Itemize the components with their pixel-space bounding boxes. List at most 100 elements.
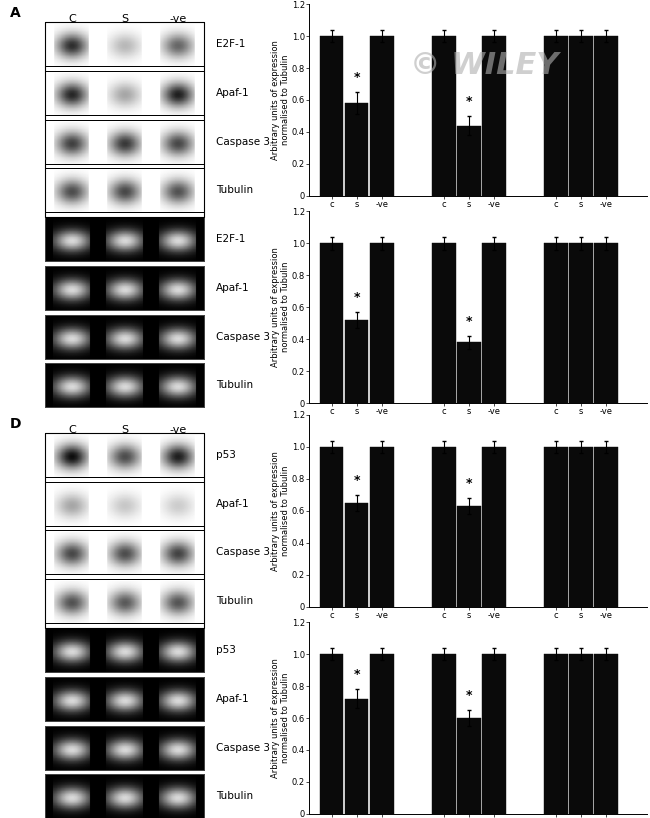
Bar (46, 482, 204, 526)
Bar (46, 775, 204, 818)
Bar (46, 676, 204, 721)
Bar (482, 447, 506, 607)
Bar (46, 579, 204, 623)
Text: E2F-1: E2F-1 (342, 234, 371, 245)
Bar (544, 243, 567, 403)
Bar (46, 71, 204, 115)
Bar (46, 315, 204, 358)
Bar (46, 71, 204, 115)
Text: -ve: -ve (169, 425, 187, 435)
Bar (46, 169, 204, 213)
Text: S: S (121, 14, 128, 24)
Bar (482, 654, 506, 814)
Y-axis label: Arbitrary units of expression
normalised to Tubulin: Arbitrary units of expression normalised… (271, 451, 291, 571)
Text: *: * (354, 71, 360, 84)
Bar (46, 315, 204, 358)
Text: *: * (465, 689, 472, 702)
Bar (46, 433, 204, 628)
Text: p53: p53 (216, 645, 236, 655)
Text: Tubulin: Tubulin (216, 791, 254, 802)
Bar (46, 22, 204, 66)
Text: Tubulin: Tubulin (216, 380, 254, 390)
Text: C: C (68, 425, 76, 435)
Text: Caspase 3: Caspase 3 (216, 743, 270, 753)
Bar (46, 363, 204, 407)
Bar (46, 363, 204, 407)
Bar (320, 447, 343, 607)
Bar (320, 243, 343, 403)
Bar (46, 119, 204, 164)
Text: Caspase 3: Caspase 3 (554, 645, 608, 655)
Text: © WILEY: © WILEY (410, 51, 559, 80)
Text: E2F-1: E2F-1 (216, 234, 246, 244)
Text: Apaf-1: Apaf-1 (216, 694, 250, 703)
Text: Caspase 3: Caspase 3 (554, 442, 608, 452)
Bar (46, 169, 204, 213)
Bar (46, 775, 204, 818)
Bar (344, 103, 369, 196)
Text: Apaf-1: Apaf-1 (216, 283, 250, 293)
Bar (46, 676, 204, 721)
Text: Apaf-1: Apaf-1 (216, 88, 250, 98)
Bar (432, 447, 456, 607)
Bar (344, 503, 369, 607)
Y-axis label: Arbitrary units of expression
normalised to Tubulin: Arbitrary units of expression normalised… (271, 658, 291, 778)
Text: *: * (465, 95, 472, 108)
Y-axis label: Arbitrary units of expression
normalised to Tubulin: Arbitrary units of expression normalised… (271, 247, 291, 367)
Bar (46, 119, 204, 164)
Bar (432, 654, 456, 814)
Text: Apaf-1: Apaf-1 (452, 645, 486, 655)
Bar (544, 36, 567, 196)
Text: D: D (10, 417, 21, 431)
Bar (432, 243, 456, 403)
Bar (46, 531, 204, 574)
Text: A: A (10, 6, 20, 20)
Bar (594, 654, 618, 814)
Bar (569, 654, 593, 814)
Text: *: * (354, 668, 360, 681)
Text: -ve: -ve (169, 14, 187, 24)
Bar (46, 628, 204, 672)
Bar (46, 433, 204, 477)
Bar (482, 243, 506, 403)
Bar (594, 447, 618, 607)
Bar (320, 36, 343, 196)
Text: Apaf-1: Apaf-1 (452, 234, 486, 245)
Text: p53: p53 (346, 645, 367, 655)
Text: C: C (68, 14, 76, 24)
Bar (544, 447, 567, 607)
Bar (46, 217, 204, 261)
Text: Apaf-1: Apaf-1 (216, 499, 250, 509)
Bar (344, 699, 369, 814)
Bar (569, 243, 593, 403)
Bar (46, 217, 204, 261)
Bar (46, 726, 204, 770)
Text: Caspase 3: Caspase 3 (216, 137, 270, 146)
Bar (46, 628, 204, 672)
Bar (46, 266, 204, 310)
Bar (370, 654, 393, 814)
Text: *: * (354, 291, 360, 304)
Text: Tubulin: Tubulin (216, 186, 254, 196)
Bar (370, 243, 393, 403)
Bar (594, 243, 618, 403)
Bar (569, 36, 593, 196)
Bar (457, 718, 480, 814)
Text: E2F-1: E2F-1 (342, 442, 371, 452)
Text: *: * (465, 315, 472, 328)
Bar (432, 36, 456, 196)
Text: *: * (465, 477, 472, 490)
Bar (46, 482, 204, 526)
Text: Caspase 3: Caspase 3 (554, 234, 608, 245)
Bar (46, 266, 204, 310)
Text: p53: p53 (216, 450, 236, 460)
Bar (46, 22, 204, 217)
Bar (370, 36, 393, 196)
Text: *: * (354, 474, 360, 487)
Bar (46, 726, 204, 770)
Text: Tubulin: Tubulin (216, 596, 254, 606)
Bar (46, 22, 204, 66)
Y-axis label: Arbitrary units of expression
normalised to Tubulin: Arbitrary units of expression normalised… (271, 40, 291, 160)
Text: Apaf-1: Apaf-1 (452, 442, 486, 452)
Bar (320, 654, 343, 814)
